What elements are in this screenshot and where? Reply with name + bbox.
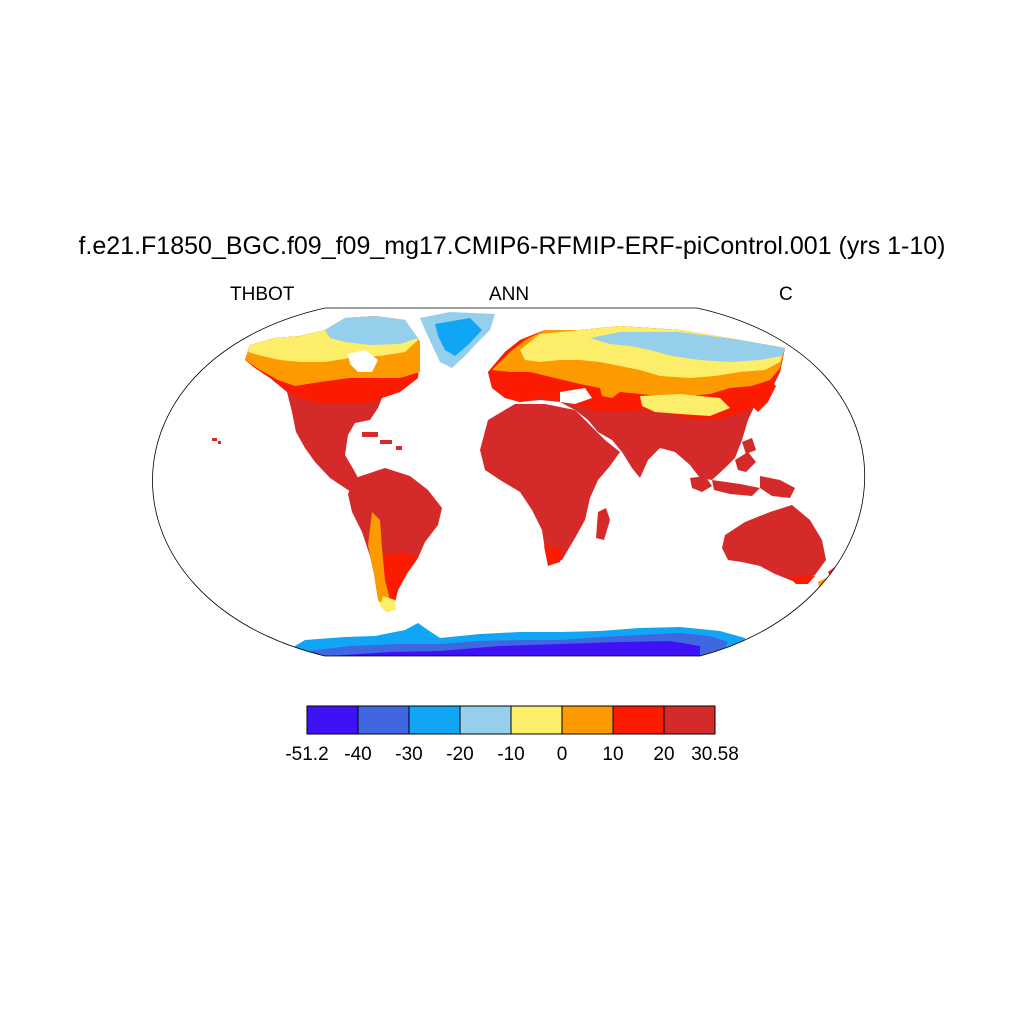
south-america-landmass	[348, 468, 442, 612]
colorbar-swatch-0	[306, 705, 359, 735]
north-america-landmass	[245, 316, 420, 498]
colorbar-tick-label: -30	[395, 744, 422, 765]
colorbar-tick-label: 0	[557, 744, 568, 765]
japan-islands	[752, 380, 776, 412]
africa-landmass	[480, 404, 620, 566]
colorbar-tick-label: -10	[497, 744, 524, 765]
colorbar-tick-label: -20	[446, 744, 473, 765]
colorbar-tick-label: 10	[602, 744, 623, 765]
season-label: ANN	[489, 284, 530, 305]
colorbar-swatch-5	[561, 705, 614, 735]
plot-title: f.e21.F1850_BGC.f09_f09_mg17.CMIP6-RFMIP…	[78, 232, 946, 260]
colorbar: -51.2 -40 -30 -20 -10 0 10 20 30.58	[285, 705, 739, 765]
colorbar-swatch-1	[357, 705, 410, 735]
map-projection	[152, 308, 865, 656]
colorbar-swatch-7	[663, 705, 716, 735]
colorbar-swatch-3	[459, 705, 512, 735]
colorbar-tick-label: 30.58	[691, 744, 739, 765]
colorbar-swatch-2	[408, 705, 461, 735]
colorbar-tick-label: -51.2	[285, 744, 328, 765]
eurasia-landmass	[488, 326, 785, 480]
map-outline	[152, 307, 866, 657]
hawaii-islands	[212, 438, 221, 444]
australia-landmass	[722, 505, 826, 584]
variable-label: THBOT	[230, 284, 295, 305]
madagascar-island	[596, 508, 610, 540]
antarctica-landmass	[285, 623, 745, 656]
colorbar-tick-label: -40	[344, 744, 371, 765]
maritime-southeast-asia	[690, 438, 795, 498]
colorbar-swatch-6	[612, 705, 665, 735]
greenland-landmass	[420, 312, 495, 368]
units-label: C	[779, 284, 793, 305]
caribbean-islands	[362, 432, 402, 450]
colorbar-swatch-4	[510, 705, 563, 735]
colorbar-tick-label: 20	[653, 744, 674, 765]
